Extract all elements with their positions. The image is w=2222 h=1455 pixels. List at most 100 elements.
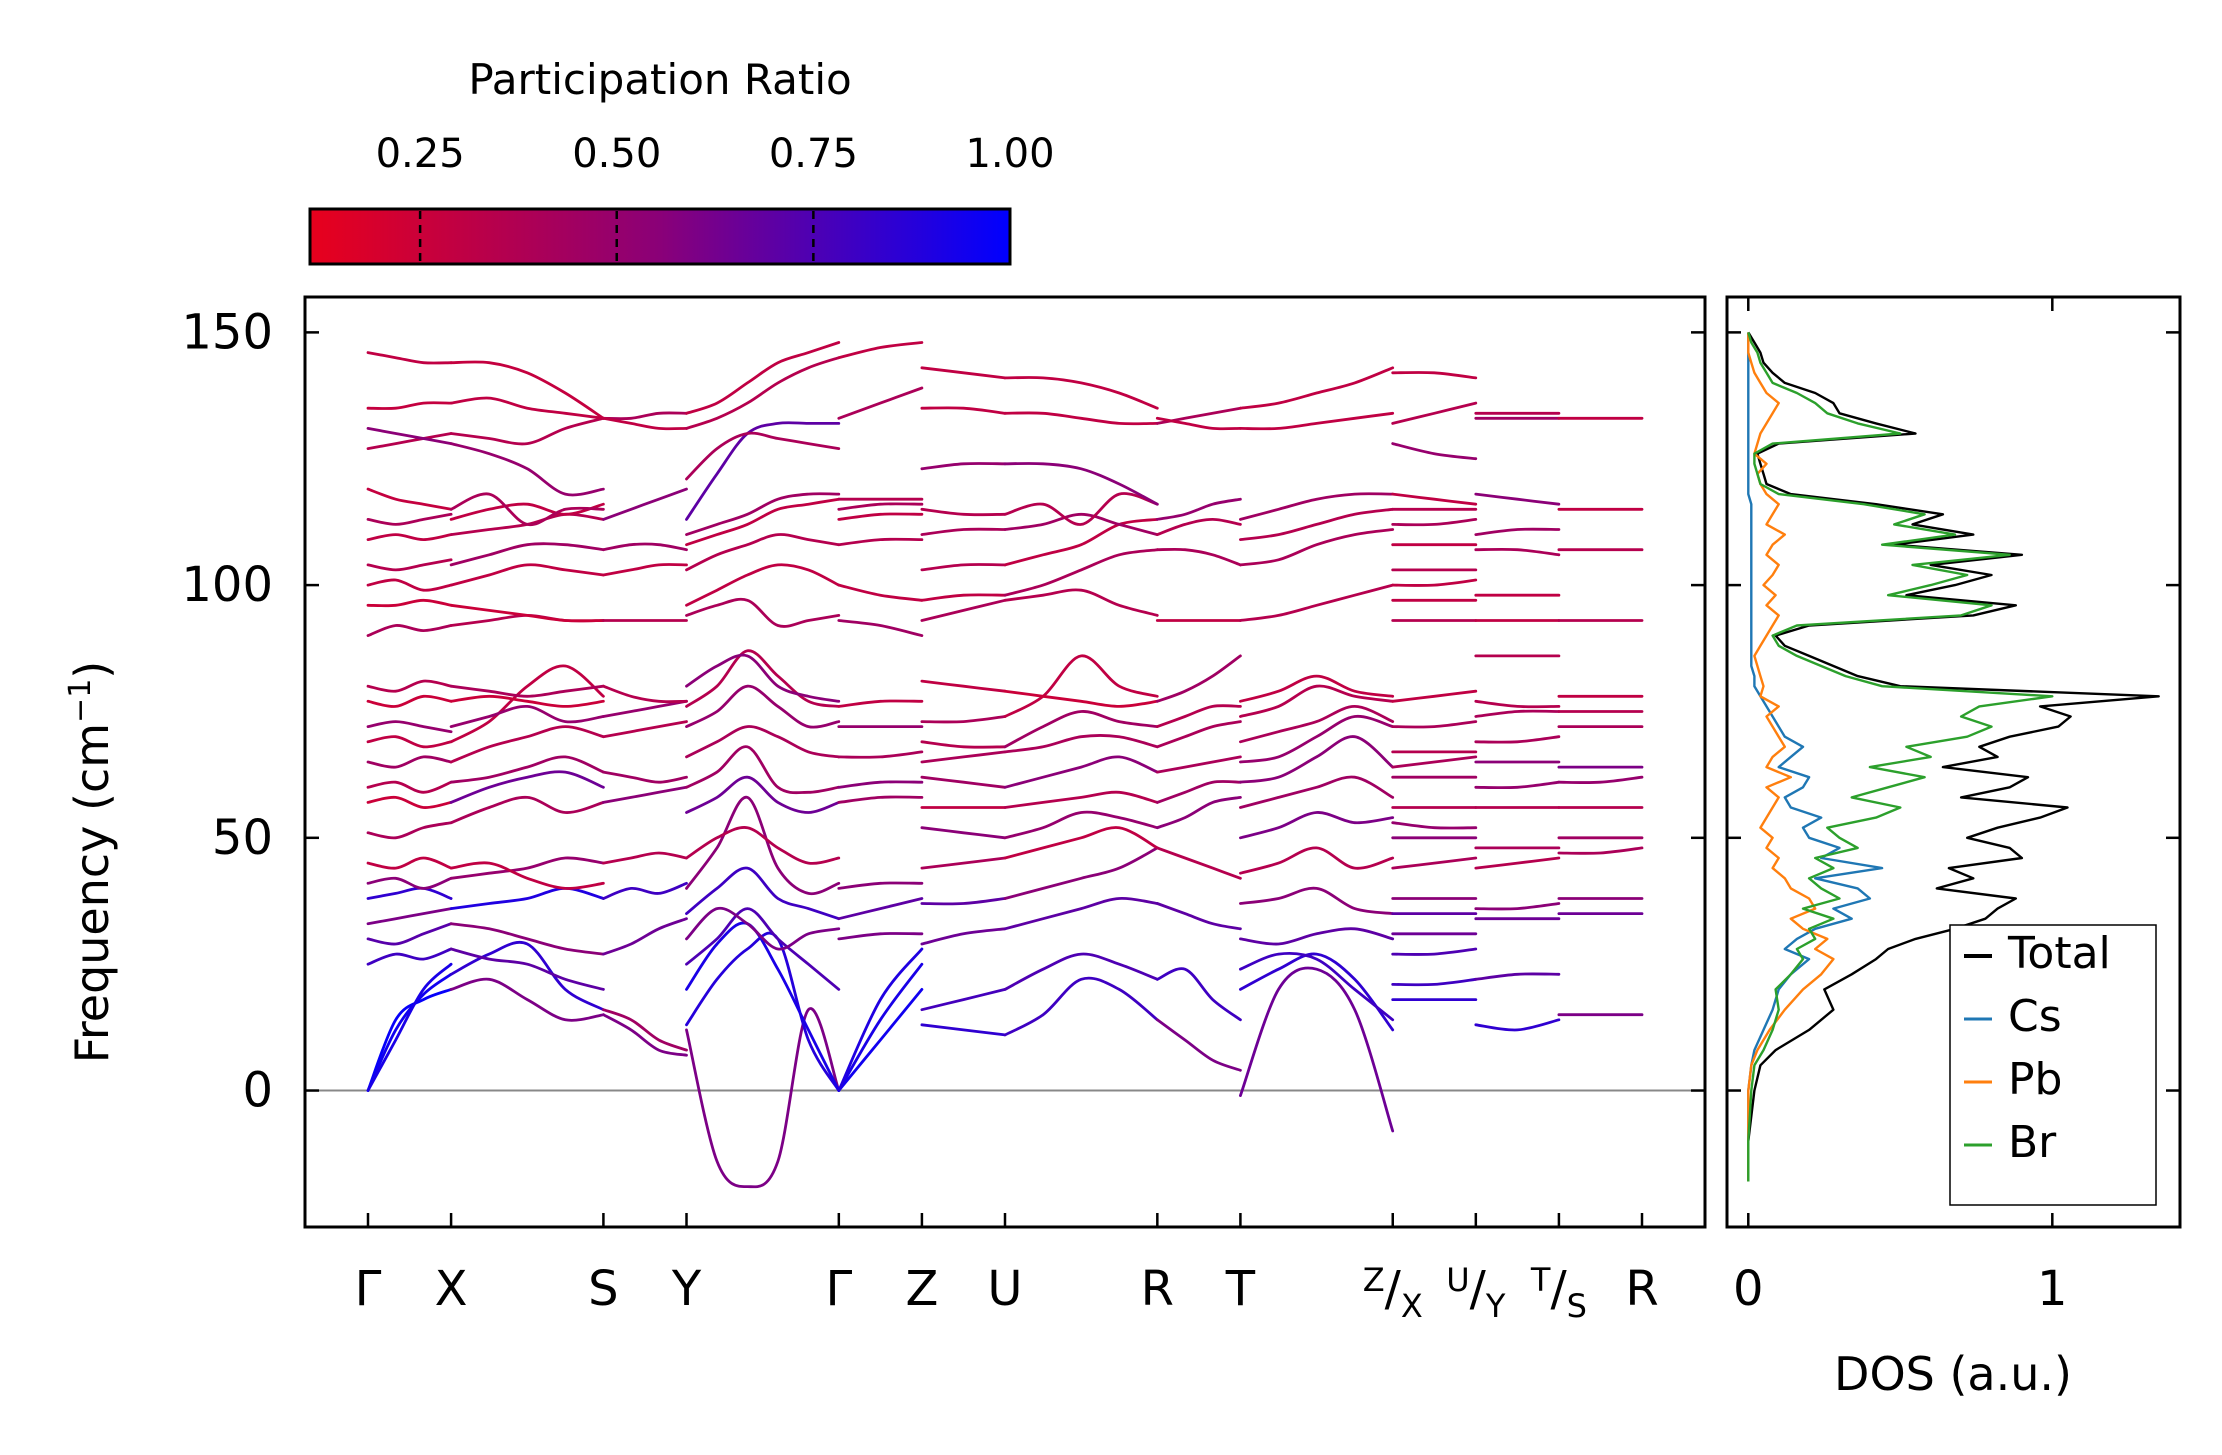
phonon-band [685,1007,841,1189]
phonon-band [1239,492,1395,521]
phonon-band [1474,1018,1561,1032]
phonon-band [685,826,841,865]
phonon-band [449,977,605,1022]
phonon-band [1391,518,1478,527]
legend-box [1949,924,2157,1206]
phonon-band [366,679,453,693]
phonon-band [685,866,841,921]
phonon-band [1003,462,1159,506]
phonon-band [449,360,605,420]
phonon-band [449,755,605,784]
phonon-band [1003,755,1159,789]
phonon-band [1239,952,1395,1032]
phonon-band [366,598,453,608]
kpoint-label: Z/X [1363,1261,1423,1325]
phonon-band [685,597,841,628]
phonon-band [1155,416,1242,431]
colorbar-tick-label: 1.00 [965,131,1054,177]
phonon-band [1155,704,1242,728]
phonon-band [449,922,605,956]
phonon-band [1474,735,1561,744]
phonon-band [837,795,924,804]
phonon-band [1391,821,1478,830]
phonon-band [602,563,688,577]
phonon-band [602,770,688,784]
kpoint-label: Z [905,1261,938,1317]
phonon-band [1003,897,1159,931]
band-segment [602,411,688,1057]
band-segment [366,351,453,1092]
phonon-band [449,416,605,446]
phonon-band [449,664,605,744]
phonon-band [685,684,841,729]
phonon-band [1003,376,1159,410]
phonon-band [366,694,453,708]
phonon-band [366,401,453,410]
phonon-band [1391,755,1478,769]
phonon-band [1003,689,1159,708]
phonon-band [449,795,605,825]
phonon-band [837,583,924,602]
phonon-band [449,940,605,1012]
band-segment [1239,366,1395,1133]
phonon-band [449,947,605,991]
kpoint-label: Γ [825,1261,852,1317]
band-segment [449,360,605,1022]
band-segment [920,366,1007,1037]
phonon-band [602,881,688,900]
phonon-band [1391,720,1478,729]
phonon-band [1155,517,1242,536]
phonon-band [1155,902,1242,931]
phonon-band [1474,856,1561,870]
phonon-band [1155,796,1242,830]
phonon-band [685,563,841,607]
phonon-band [366,720,453,734]
phonon-band [1391,947,1478,956]
phonon-band [685,795,841,896]
phonon-band [920,462,1007,471]
phonon-band [449,725,605,764]
phonon-band [837,502,924,511]
kpoint-label: U [987,1261,1022,1317]
phonon-band [837,962,924,1092]
colorbar-gradient [308,207,1012,266]
phonon-band [1391,371,1478,380]
phonon-band [685,906,841,951]
phonon-band [1003,411,1159,426]
phonon-band [602,684,688,704]
phonon-band [1003,952,1159,991]
kpoint-label: T/S [1530,1261,1587,1325]
phonon-band [1155,846,1242,880]
phonon-band [449,856,605,880]
phonon-band [1239,714,1395,764]
phonon-band [602,720,688,739]
phonon-band [1474,527,1561,536]
colorbar-tick-label: 0.50 [572,131,661,177]
phonon-band [366,972,453,1092]
phonon-band [685,492,841,536]
phonon-band [449,492,605,526]
phonon-band [920,826,1007,840]
kpoint-label: R [1625,1261,1658,1317]
phonon-band [685,649,841,708]
band-segment [1474,411,1561,1032]
phonon-band [602,785,688,804]
dos-panel: 0 1 DOS (a.u.) Total Cs Pb Br [1725,295,2182,1401]
phonon-band [837,988,924,1092]
phonon-band [685,907,841,991]
y-tick-label: 0 [242,1063,273,1119]
phonon-band [449,770,605,804]
phonon-band [920,507,1007,517]
band-segment [685,341,841,1189]
phonon-band [1239,528,1395,567]
phonon-band [366,578,453,592]
phonon-band [1003,512,1159,536]
phonon-band [449,442,605,497]
phonon-band [1474,780,1561,790]
phonon-band [685,921,841,1092]
phonon-band [1155,720,1242,749]
phonon-band [1155,1018,1242,1072]
phonon-band [1474,492,1561,506]
phonon-band [1239,811,1395,840]
